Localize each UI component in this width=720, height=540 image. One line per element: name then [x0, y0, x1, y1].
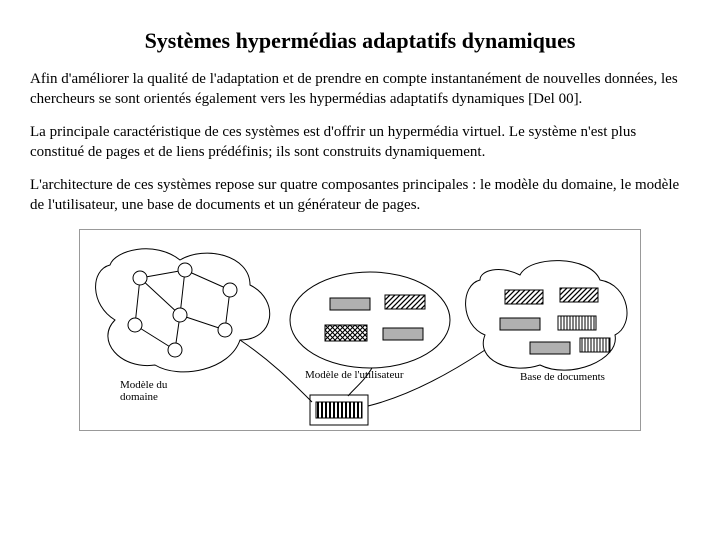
paragraph-3: L'architecture de ces systèmes repose su…: [30, 176, 690, 215]
diagram-svg: Modèle dudomaine Modèle de l'utilisateur B…: [80, 230, 640, 430]
paragraph-1: Afin d'améliorer la qualité de l'adaptat…: [30, 70, 690, 109]
paragraph-2: La principale caractéristique de ces sys…: [30, 123, 690, 162]
doc-base-label: Base de documents: [520, 371, 605, 383]
page-title: Systèmes hypermédias adaptatifs dynamiqu…: [30, 28, 690, 54]
architecture-diagram: Modèle dudomaine Modèle de l'utilisateur B…: [79, 229, 641, 431]
domain-model-label: Modèle du: [120, 379, 168, 391]
document-page: Systèmes hypermédias adaptatifs dynamiqu…: [0, 0, 720, 451]
user-model-label: Modèle de l'utilisateur: [305, 369, 404, 381]
domain-model-label: domaine: [120, 391, 158, 403]
